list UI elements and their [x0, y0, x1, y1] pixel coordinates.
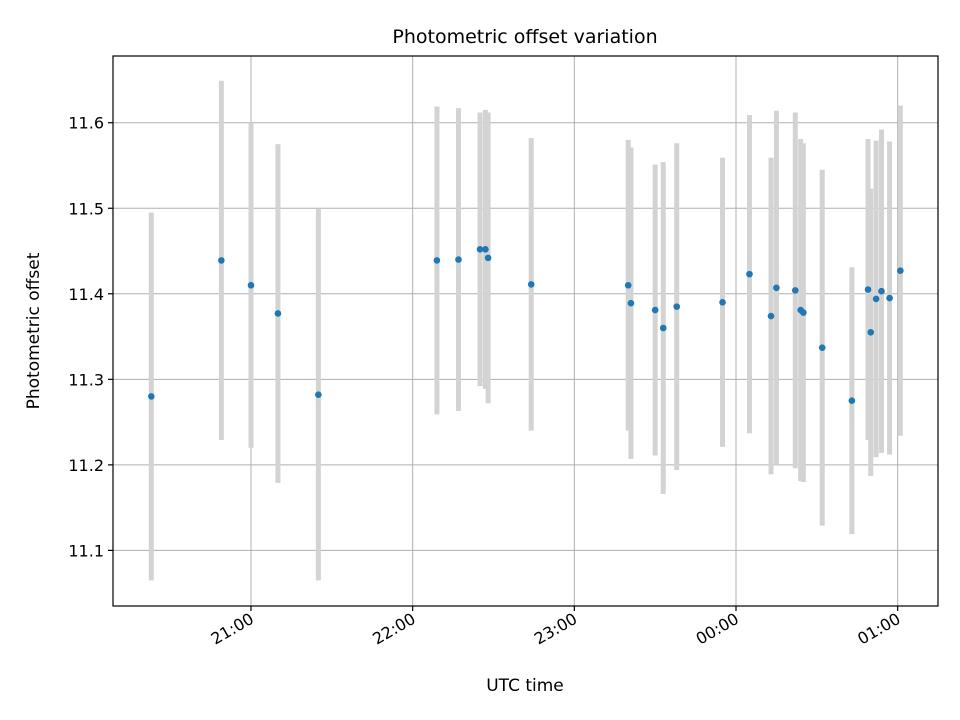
data-point [818, 344, 826, 351]
data-point [659, 324, 667, 332]
data-point [247, 281, 255, 289]
data-point [148, 393, 155, 400]
data-point [484, 254, 492, 262]
data-point [527, 281, 535, 288]
data-point [627, 299, 635, 307]
data-point [455, 256, 462, 263]
y-axis-label: Photometric offset [24, 252, 44, 409]
y-tick-label: 11.3 [68, 370, 104, 389]
data-point [476, 246, 484, 253]
plot-frame [112, 55, 939, 607]
data-point [651, 306, 659, 314]
data-point [673, 303, 681, 310]
data-point [864, 286, 872, 293]
x-axis-label: UTC time [486, 676, 564, 696]
data-point [867, 328, 875, 336]
y-tick-label: 11.5 [68, 199, 104, 218]
data-points [148, 246, 904, 405]
data-point [800, 309, 807, 316]
data-point [897, 267, 904, 274]
data-point [848, 397, 856, 405]
data-point [791, 287, 799, 294]
data-point [433, 257, 441, 264]
plot-area [113, 56, 938, 606]
data-point [274, 310, 282, 317]
data-point [773, 284, 780, 292]
data-point [767, 312, 775, 320]
data-point [482, 246, 489, 253]
chart-title: Photometric offset variation [392, 26, 657, 48]
data-point [719, 299, 726, 306]
data-point [746, 270, 753, 278]
data-point [315, 391, 322, 399]
data-point [886, 294, 893, 302]
data-point [218, 257, 225, 264]
data-point [878, 287, 885, 295]
y-tick-label: 11.2 [68, 456, 104, 475]
data-point [624, 281, 632, 289]
y-tick-label: 11.6 [68, 114, 104, 133]
data-point [872, 295, 880, 303]
y-tick-label: 11.1 [68, 541, 104, 560]
y-tick-label: 11.4 [68, 285, 104, 304]
